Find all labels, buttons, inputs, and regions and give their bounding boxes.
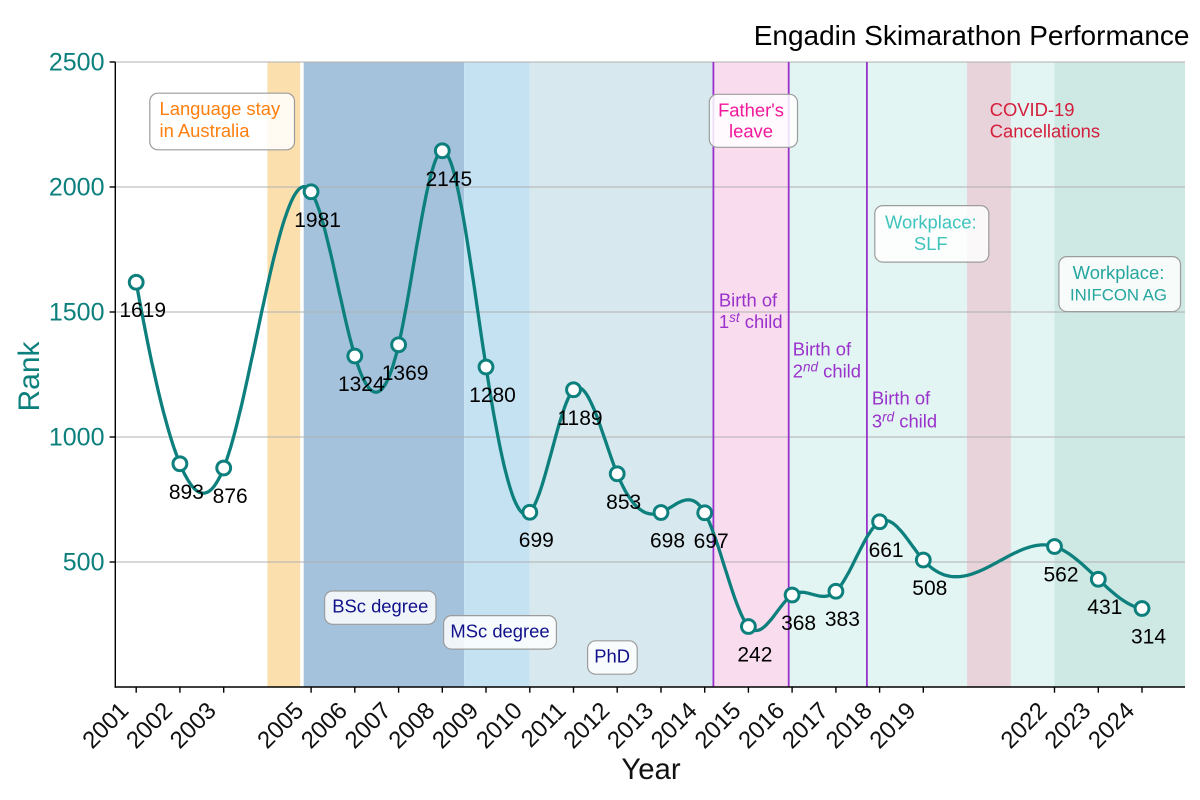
svg-text:562: 562 xyxy=(1043,564,1078,587)
svg-text:699: 699 xyxy=(519,529,554,552)
svg-text:1324: 1324 xyxy=(338,373,385,396)
svg-text:1619: 1619 xyxy=(119,299,166,322)
svg-text:MSc degree: MSc degree xyxy=(450,620,549,641)
svg-text:2002: 2002 xyxy=(121,697,178,754)
svg-text:2022: 2022 xyxy=(996,697,1053,754)
svg-text:2145: 2145 xyxy=(425,168,472,191)
svg-text:2013: 2013 xyxy=(602,697,659,754)
svg-text:383: 383 xyxy=(825,608,860,631)
svg-text:2019: 2019 xyxy=(864,697,921,754)
svg-text:2001: 2001 xyxy=(77,697,134,754)
svg-text:2018: 2018 xyxy=(821,697,878,754)
svg-text:314: 314 xyxy=(1131,626,1166,649)
svg-text:Engadin Skimarathon Performanc: Engadin Skimarathon Performance xyxy=(754,20,1190,51)
svg-text:leave: leave xyxy=(729,121,773,142)
svg-text:2007: 2007 xyxy=(340,697,397,754)
svg-text:1189: 1189 xyxy=(557,407,602,430)
svg-text:2008: 2008 xyxy=(383,697,440,754)
svg-text:SLF: SLF xyxy=(914,233,948,254)
svg-text:893: 893 xyxy=(169,481,204,504)
svg-text:431: 431 xyxy=(1087,596,1122,619)
svg-text:500: 500 xyxy=(63,549,105,577)
svg-text:2009: 2009 xyxy=(427,697,484,754)
svg-text:697: 697 xyxy=(694,530,729,553)
svg-text:2500: 2500 xyxy=(49,49,105,77)
svg-text:Year: Year xyxy=(621,753,680,786)
svg-text:Language stay: Language stay xyxy=(160,98,281,119)
svg-text:in Australia: in Australia xyxy=(160,120,251,141)
svg-text:2012: 2012 xyxy=(558,697,615,754)
svg-text:Birth of: Birth of xyxy=(719,289,778,310)
svg-text:1369: 1369 xyxy=(382,362,429,385)
svg-text:2023: 2023 xyxy=(1039,697,1096,754)
svg-text:698: 698 xyxy=(650,530,685,553)
svg-text:INIFCON AG: INIFCON AG xyxy=(1070,286,1167,305)
svg-text:1981: 1981 xyxy=(294,209,341,232)
svg-text:BSc degree: BSc degree xyxy=(332,596,428,617)
svg-text:1280: 1280 xyxy=(469,384,516,407)
svg-text:2010: 2010 xyxy=(471,697,528,754)
svg-text:2024: 2024 xyxy=(1083,697,1140,754)
svg-text:PhD: PhD xyxy=(594,646,630,667)
svg-text:1500: 1500 xyxy=(49,299,105,327)
svg-text:2000: 2000 xyxy=(49,174,105,202)
svg-text:Workplace:: Workplace: xyxy=(885,212,977,233)
svg-text:2015: 2015 xyxy=(690,697,747,754)
svg-text:Cancellations: Cancellations xyxy=(990,120,1100,141)
svg-text:2014: 2014 xyxy=(646,697,703,754)
svg-text:2006: 2006 xyxy=(296,697,353,754)
svg-text:1000: 1000 xyxy=(49,424,105,452)
svg-text:508: 508 xyxy=(912,577,947,600)
svg-text:COVID-19: COVID-19 xyxy=(990,99,1075,120)
svg-text:Workplace:: Workplace: xyxy=(1073,262,1165,283)
svg-text:242: 242 xyxy=(737,644,772,667)
svg-text:853: 853 xyxy=(606,491,641,514)
svg-text:876: 876 xyxy=(213,485,248,508)
svg-text:2nd child: 2nd child xyxy=(793,359,861,381)
svg-text:2017: 2017 xyxy=(777,697,834,754)
svg-text:Birth of: Birth of xyxy=(793,338,852,359)
svg-text:661: 661 xyxy=(869,539,904,562)
svg-text:2016: 2016 xyxy=(733,697,790,754)
svg-text:1st child: 1st child xyxy=(719,310,783,332)
svg-text:2003: 2003 xyxy=(165,697,222,754)
svg-text:368: 368 xyxy=(781,612,816,635)
svg-text:2011: 2011 xyxy=(516,697,572,753)
svg-text:Rank: Rank xyxy=(13,340,46,411)
svg-text:3rd child: 3rd child xyxy=(872,409,937,431)
svg-text:Birth of: Birth of xyxy=(872,387,931,408)
svg-text:Father's: Father's xyxy=(718,99,784,120)
svg-text:2005: 2005 xyxy=(252,697,309,754)
